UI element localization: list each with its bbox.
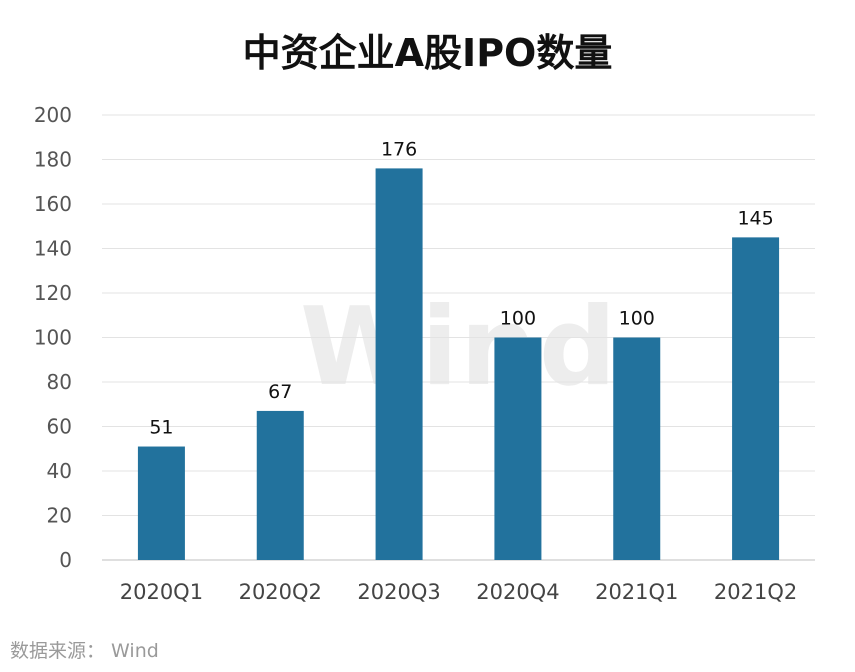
bar (375, 168, 423, 560)
x-axis: 2020Q1 2020Q2 2020Q3 2020Q4 2021Q1 2021Q2 (120, 580, 798, 604)
y-tick-label: 160 (34, 192, 72, 216)
y-tick-label: 200 (34, 103, 72, 127)
x-tick-label: 2021Q1 (595, 580, 678, 604)
source-note: 数据来源： Wind (10, 640, 159, 662)
y-tick-label: 180 (34, 148, 72, 172)
x-tick-label: 2020Q1 (120, 580, 203, 604)
y-tick-label: 40 (47, 459, 72, 483)
data-label: 176 (381, 138, 417, 160)
data-labels: 51 67 176 100 100 145 (149, 138, 773, 438)
chart-title: 中资企业A股IPO数量 (242, 31, 613, 75)
y-tick-label: 80 (47, 370, 72, 394)
y-tick-label: 100 (34, 326, 72, 350)
y-tick-label: 120 (34, 281, 72, 305)
y-tick-label: 0 (59, 548, 72, 572)
x-tick-label: 2020Q4 (476, 580, 559, 604)
bar (613, 337, 661, 560)
data-label: 145 (737, 207, 773, 229)
data-label: 100 (619, 308, 655, 330)
gridlines (102, 114, 815, 561)
y-tick-label: 140 (34, 237, 72, 261)
x-tick-label: 2020Q2 (239, 580, 322, 604)
bar (137, 446, 185, 560)
bar (732, 237, 780, 560)
x-tick-label: 2020Q3 (357, 580, 440, 604)
data-label: 51 (149, 417, 173, 439)
bars (137, 168, 780, 560)
data-label: 100 (500, 308, 536, 330)
x-tick-label: 2021Q2 (714, 580, 797, 604)
watermark: Wind (300, 285, 619, 410)
y-axis: 0 20 40 60 80 100 120 140 160 180 200 (34, 103, 72, 572)
y-tick-label: 20 (47, 504, 72, 528)
bar (494, 337, 542, 560)
data-label: 67 (268, 381, 292, 403)
bar (256, 410, 304, 560)
y-tick-label: 60 (47, 415, 72, 439)
